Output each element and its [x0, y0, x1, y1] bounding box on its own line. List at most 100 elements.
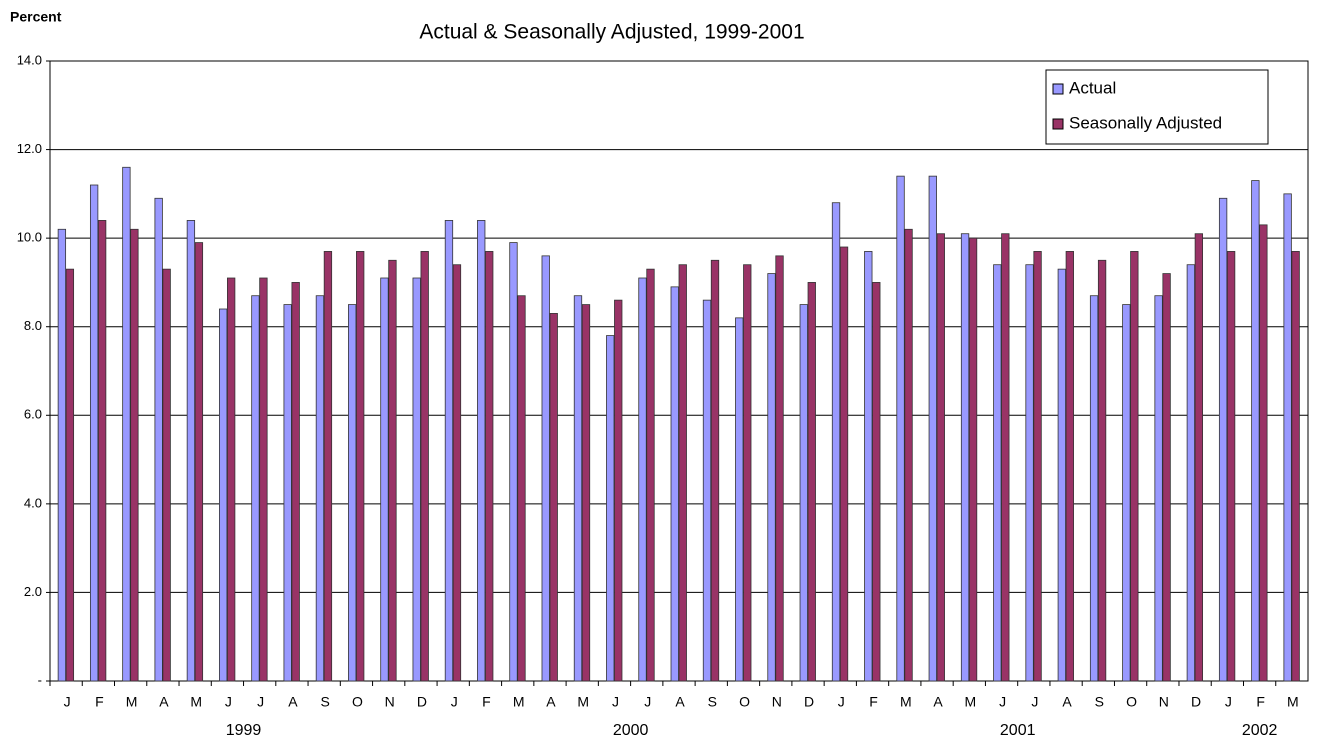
bar	[420, 251, 429, 682]
bar	[549, 313, 558, 682]
x-tick-label: F	[1256, 694, 1265, 710]
bar	[259, 277, 268, 682]
bar	[323, 251, 333, 682]
bar	[517, 295, 526, 682]
x-tick-label: D	[804, 694, 814, 710]
bar	[291, 282, 300, 682]
x-tick-label: A	[546, 694, 556, 710]
bar	[1162, 273, 1171, 682]
bar	[606, 335, 615, 682]
x-tick-label: O	[352, 694, 363, 710]
bar	[1251, 180, 1260, 682]
x-tick-label: A	[933, 694, 943, 710]
x-tick-label: D	[417, 694, 427, 710]
bar	[154, 197, 163, 682]
x-tick-label: M	[964, 694, 976, 710]
bar	[348, 304, 357, 682]
x-tick-label: J	[257, 694, 264, 710]
x-tick-label: N	[772, 694, 782, 710]
x-tick-label: S	[708, 694, 717, 710]
bar	[928, 175, 937, 682]
x-group-label: 2002	[1242, 722, 1278, 739]
bar	[864, 251, 873, 682]
bar	[710, 259, 720, 682]
bar	[767, 273, 776, 682]
legend-swatch	[1052, 83, 1064, 95]
bar	[1186, 264, 1196, 682]
bar	[1154, 295, 1163, 682]
bar	[743, 264, 752, 682]
x-group-label: 2000	[613, 722, 649, 739]
bar	[993, 264, 1002, 682]
bar	[89, 184, 99, 682]
bar	[831, 202, 841, 682]
bar	[1291, 251, 1300, 682]
bar	[227, 277, 236, 682]
bar	[388, 259, 397, 682]
bar	[452, 264, 462, 682]
bar	[646, 268, 655, 682]
x-tick-label: O	[739, 694, 750, 710]
x-tick-label: A	[288, 694, 298, 710]
bar	[904, 228, 913, 682]
bar	[702, 299, 712, 682]
bar	[283, 304, 292, 682]
bar	[872, 282, 881, 682]
bar	[896, 175, 905, 682]
bar	[1001, 233, 1010, 682]
y-tick-label: 8.0	[24, 318, 42, 333]
x-tick-label: N	[385, 694, 395, 710]
x-tick-label: M	[513, 694, 525, 710]
y-axis-label: Percent	[10, 9, 62, 25]
x-tick-label: J	[838, 694, 845, 710]
bar	[251, 295, 260, 682]
bar	[1025, 264, 1034, 682]
bar	[130, 228, 139, 682]
bar	[670, 286, 679, 682]
bar	[380, 277, 389, 682]
x-tick-label: F	[482, 694, 491, 710]
x-tick-label: D	[1191, 694, 1201, 710]
legend-box	[1045, 69, 1269, 145]
x-tick-label: J	[225, 694, 232, 710]
bar	[1057, 268, 1066, 682]
bar	[735, 317, 744, 682]
bar	[162, 268, 171, 682]
bar	[1283, 193, 1292, 682]
bar	[1089, 295, 1099, 682]
x-tick-label: A	[159, 694, 169, 710]
x-tick-label: M	[900, 694, 912, 710]
x-tick-label: J	[1225, 694, 1232, 710]
bar	[839, 246, 849, 682]
bar	[509, 242, 518, 682]
bar	[65, 268, 75, 682]
bar	[968, 237, 978, 682]
bar	[960, 233, 970, 682]
x-tick-label: J	[451, 694, 458, 710]
bar	[541, 255, 550, 682]
bar	[1194, 233, 1204, 682]
bar	[936, 233, 945, 682]
chart-title: Actual & Seasonally Adjusted, 1999-2001	[419, 21, 804, 44]
bar	[444, 220, 454, 682]
x-tick-label: A	[675, 694, 685, 710]
x-tick-label: J	[1031, 694, 1038, 710]
bar	[581, 304, 591, 682]
bar	[186, 220, 196, 682]
bar	[638, 277, 647, 682]
x-tick-label: O	[1126, 694, 1137, 710]
bar	[1097, 259, 1107, 682]
x-tick-label: J	[64, 694, 71, 710]
bar	[477, 220, 486, 682]
bar	[775, 255, 784, 682]
x-tick-label: A	[1062, 694, 1072, 710]
x-tick-label: F	[869, 694, 878, 710]
y-tick-label: 10.0	[17, 230, 42, 245]
bar	[356, 251, 365, 682]
x-tick-label: J	[644, 694, 651, 710]
legend-swatch	[1052, 118, 1064, 130]
bar	[485, 251, 494, 682]
y-tick-label: -	[38, 672, 42, 687]
x-group-label: 2001	[1000, 722, 1036, 739]
x-tick-label: M	[1287, 694, 1299, 710]
